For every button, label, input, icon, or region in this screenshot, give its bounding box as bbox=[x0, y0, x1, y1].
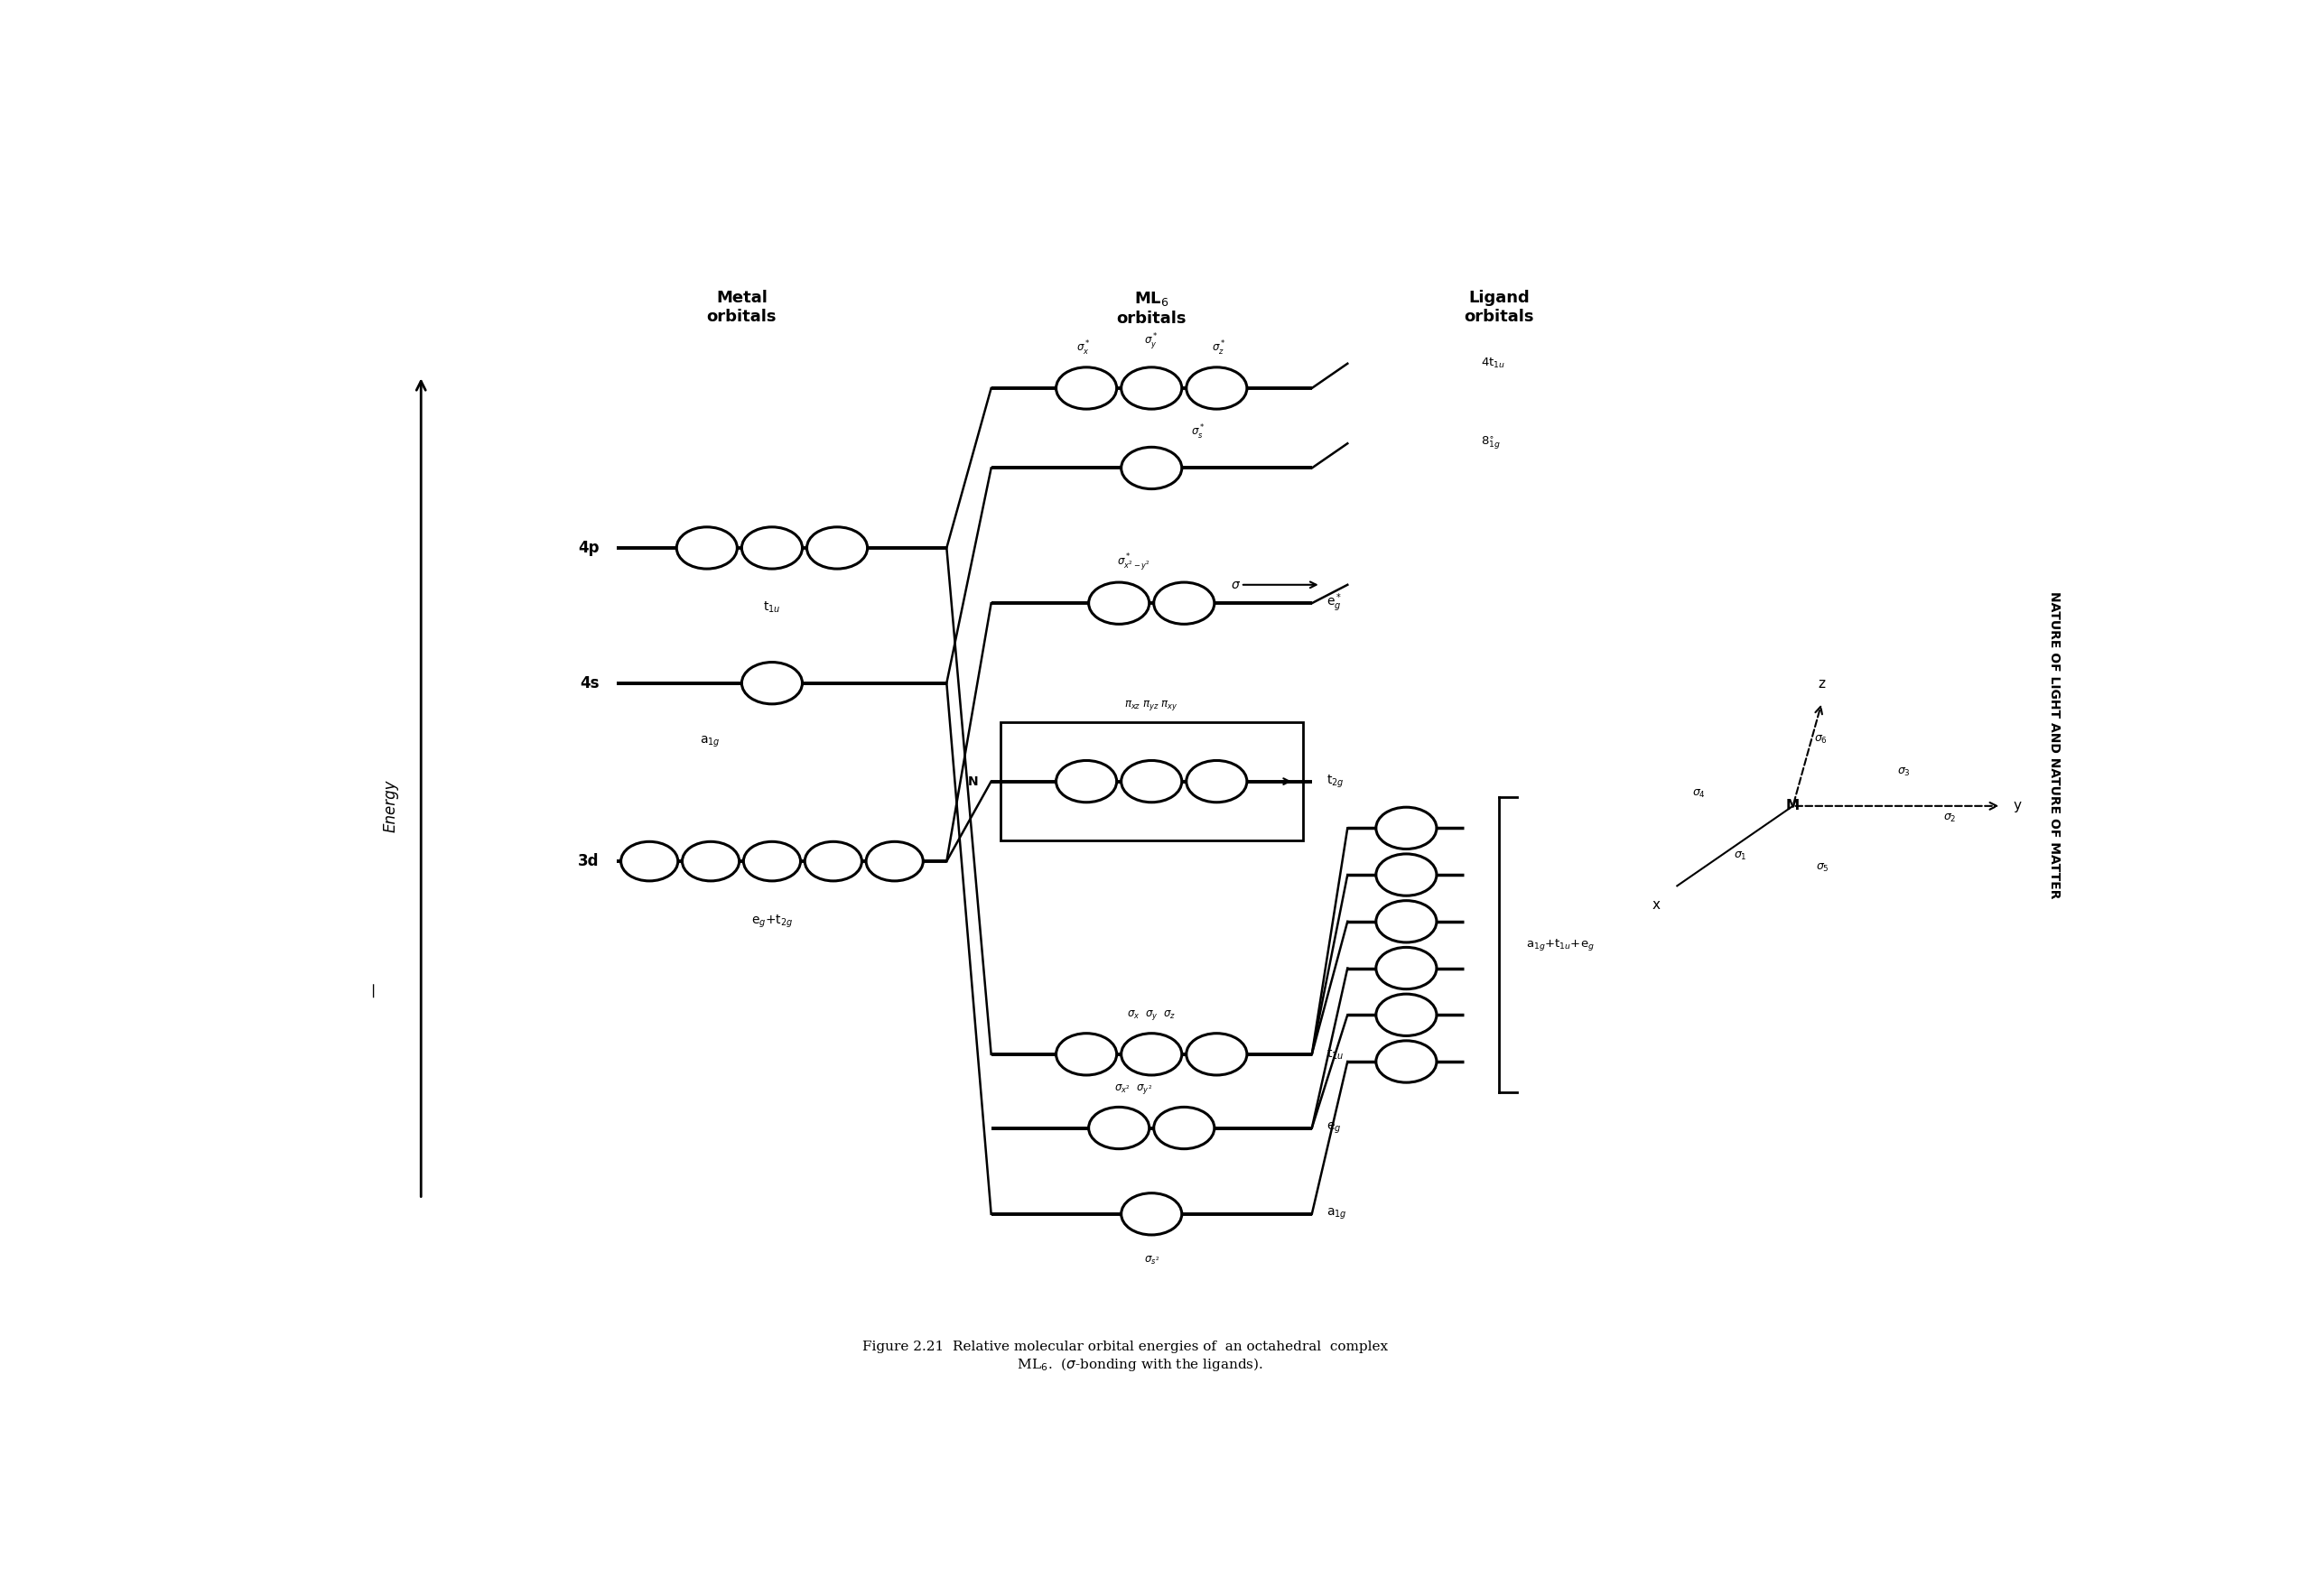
Text: Energy: Energy bbox=[382, 779, 398, 833]
Circle shape bbox=[683, 841, 740, 881]
Text: y: y bbox=[2014, 800, 2021, 812]
Text: —: — bbox=[366, 983, 382, 998]
Circle shape bbox=[1186, 367, 1246, 409]
Circle shape bbox=[1055, 1033, 1117, 1076]
Text: M: M bbox=[1786, 800, 1800, 812]
Text: a$_{1g}$: a$_{1g}$ bbox=[1327, 1207, 1347, 1221]
Text: 3d: 3d bbox=[577, 854, 600, 870]
Circle shape bbox=[1377, 854, 1437, 895]
Text: $\pi_{xz}$ $\pi_{yz}$ $\pi_{xy}$: $\pi_{xz}$ $\pi_{yz}$ $\pi_{xy}$ bbox=[1124, 699, 1179, 712]
Text: Metal
orbitals: Metal orbitals bbox=[706, 290, 777, 326]
Text: $\sigma^*_s$: $\sigma^*_s$ bbox=[1191, 423, 1205, 440]
Bar bbox=[1000, 723, 1304, 841]
Text: 4p: 4p bbox=[577, 539, 600, 555]
Text: 4t$_{1u}$: 4t$_{1u}$ bbox=[1481, 358, 1506, 370]
Circle shape bbox=[743, 527, 802, 568]
Text: $\sigma$: $\sigma$ bbox=[1230, 578, 1241, 591]
Circle shape bbox=[1122, 1194, 1182, 1235]
Text: $\sigma_1$: $\sigma_1$ bbox=[1733, 851, 1747, 862]
Text: 4s: 4s bbox=[579, 675, 600, 691]
Circle shape bbox=[1055, 367, 1117, 409]
Text: $\sigma_2$: $\sigma_2$ bbox=[1943, 812, 1956, 824]
Text: e$_g$: e$_g$ bbox=[1327, 1120, 1340, 1135]
Circle shape bbox=[1122, 1033, 1182, 1076]
Text: t$_{2g}$: t$_{2g}$ bbox=[1327, 772, 1345, 790]
Text: $\sigma_4$: $\sigma_4$ bbox=[1692, 788, 1706, 800]
Text: Figure 2.21  Relative molecular orbital energies of  an octahedral  complex
    : Figure 2.21 Relative molecular orbital e… bbox=[862, 1341, 1389, 1373]
Text: $\sigma^*_{x^2-y^2}$: $\sigma^*_{x^2-y^2}$ bbox=[1117, 552, 1150, 573]
Circle shape bbox=[1154, 1108, 1214, 1149]
Text: $\sigma^*_x$: $\sigma^*_x$ bbox=[1076, 340, 1090, 358]
Circle shape bbox=[1186, 1033, 1246, 1076]
Circle shape bbox=[676, 527, 738, 568]
Circle shape bbox=[1154, 583, 1214, 624]
Circle shape bbox=[1055, 761, 1117, 803]
Text: N: N bbox=[968, 776, 979, 788]
Text: $\sigma^*_z$: $\sigma^*_z$ bbox=[1212, 340, 1225, 358]
Text: $\sigma_5$: $\sigma_5$ bbox=[1816, 862, 1830, 873]
Circle shape bbox=[1377, 948, 1437, 990]
Circle shape bbox=[1377, 808, 1437, 849]
Text: NATURE OF LIGHT AND NATURE OF MATTER: NATURE OF LIGHT AND NATURE OF MATTER bbox=[2048, 591, 2060, 899]
Text: $\sigma_3$: $\sigma_3$ bbox=[1897, 766, 1910, 777]
Text: $\sigma_{s^2}$: $\sigma_{s^2}$ bbox=[1145, 1254, 1159, 1266]
Text: e$^*_g$: e$^*_g$ bbox=[1327, 592, 1343, 614]
Circle shape bbox=[867, 841, 924, 881]
Text: Ligand
orbitals: Ligand orbitals bbox=[1464, 290, 1533, 326]
Text: $\sigma^*_y$: $\sigma^*_y$ bbox=[1145, 332, 1159, 351]
Circle shape bbox=[805, 841, 862, 881]
Text: a$_{1g}$+t$_{1u}$+e$_g$: a$_{1g}$+t$_{1u}$+e$_g$ bbox=[1527, 937, 1593, 953]
Circle shape bbox=[1122, 447, 1182, 488]
Text: x: x bbox=[1651, 899, 1660, 911]
Circle shape bbox=[1122, 761, 1182, 803]
Text: $\sigma_{x^2}$  $\sigma_{y^2}$: $\sigma_{x^2}$ $\sigma_{y^2}$ bbox=[1115, 1082, 1152, 1096]
Circle shape bbox=[743, 662, 802, 704]
Text: t$_{1u}$: t$_{1u}$ bbox=[1327, 1047, 1343, 1061]
Circle shape bbox=[1090, 1108, 1150, 1149]
Circle shape bbox=[1186, 761, 1246, 803]
Circle shape bbox=[743, 841, 800, 881]
Text: ML$_6$
orbitals: ML$_6$ orbitals bbox=[1117, 290, 1186, 327]
Text: z: z bbox=[1819, 677, 1825, 689]
Circle shape bbox=[1122, 367, 1182, 409]
Text: 8$^{\circ}_{1g}$: 8$^{\circ}_{1g}$ bbox=[1481, 436, 1501, 452]
Circle shape bbox=[1377, 900, 1437, 942]
Circle shape bbox=[621, 841, 678, 881]
Circle shape bbox=[807, 527, 867, 568]
Text: a$_{1g}$: a$_{1g}$ bbox=[699, 734, 720, 750]
Text: t$_{1u}$: t$_{1u}$ bbox=[763, 600, 782, 614]
Text: $\sigma_x$  $\sigma_y$  $\sigma_z$: $\sigma_x$ $\sigma_y$ $\sigma_z$ bbox=[1127, 1009, 1177, 1023]
Text: e$_g$+t$_{2g}$: e$_g$+t$_{2g}$ bbox=[752, 913, 793, 929]
Text: $\sigma_6$: $\sigma_6$ bbox=[1814, 734, 1828, 745]
Circle shape bbox=[1377, 1041, 1437, 1082]
Circle shape bbox=[1377, 994, 1437, 1036]
Circle shape bbox=[1090, 583, 1150, 624]
